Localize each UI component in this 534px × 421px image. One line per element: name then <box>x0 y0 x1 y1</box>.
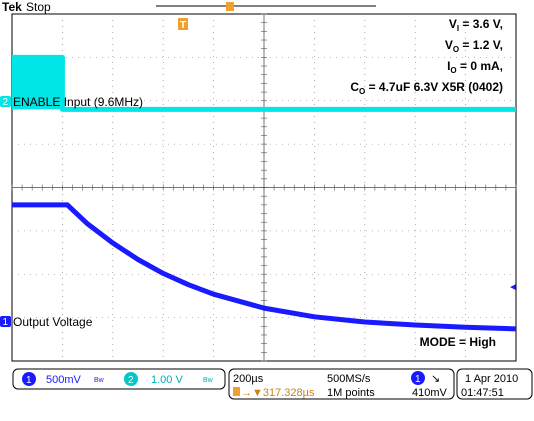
annotation-vo: VO = 1.2 V, <box>445 38 503 54</box>
trigger-slope-icon: ↘ <box>431 373 440 385</box>
ch1-readout-badge <box>22 372 36 386</box>
annotation-vi: VI = 3.6 V, <box>449 17 503 33</box>
ch2-bandwidth-limit: Bw <box>203 377 214 384</box>
output-voltage-trace <box>12 202 517 332</box>
sample-rate: 500MS/s <box>327 373 371 385</box>
ch2-volts-per-div: 1.00 V <box>151 374 183 386</box>
graticule-grid <box>11 13 517 362</box>
ch2-readout-badge <box>124 372 138 386</box>
brand-label: Tek <box>2 0 22 14</box>
waveform-traces <box>12 54 517 332</box>
date-time-box <box>456 368 533 400</box>
ch1-bandwidth-limit: Bw <box>94 377 105 384</box>
trigger-level: 410mV <box>412 387 448 399</box>
channel-1-label: Output Voltage <box>13 315 93 329</box>
ch2-readout-number: 2 <box>128 375 134 386</box>
annotation-mode: MODE = High <box>420 335 496 349</box>
trigger-position-marker <box>178 18 188 30</box>
record-length: 1M points <box>327 387 375 399</box>
acquisition-status: Stop <box>26 0 51 14</box>
trigger-source-badge <box>411 371 425 385</box>
trigger-source-number: 1 <box>415 374 421 385</box>
enable-input-trace <box>12 54 516 112</box>
channel-1-number: 1 <box>3 317 9 328</box>
annotation-io: IO = 0 mA, <box>447 59 503 75</box>
enable-burst-region <box>12 57 63 110</box>
ch1-readout-number: 1 <box>26 375 32 386</box>
annotation-co: CO = 4.7uF 6.3V X5R (0402) <box>350 80 503 96</box>
trigger-position-icon <box>233 387 240 396</box>
time-readout: 01:47:51 <box>461 387 504 399</box>
trigger-level-arrow: ◂ <box>510 281 516 293</box>
record-position-marker <box>226 2 234 11</box>
vertical-readout-box <box>12 368 226 390</box>
channel-2-label: ENABLE Input (9.6MHz) <box>13 95 143 109</box>
date-readout: 1 Apr 2010 <box>465 373 518 385</box>
horizontal-readout-box <box>228 368 455 400</box>
time-per-div: 200µs <box>233 373 264 385</box>
channel-1-marker: 1 <box>0 316 11 328</box>
channel-2-number: 2 <box>3 97 9 108</box>
channel-2-marker: 2 <box>0 96 11 108</box>
trigger-position-value: →▼317.328µs <box>241 387 315 399</box>
trigger-marker-letter: T <box>180 20 186 31</box>
ch1-volts-per-div: 500mV <box>46 374 82 386</box>
